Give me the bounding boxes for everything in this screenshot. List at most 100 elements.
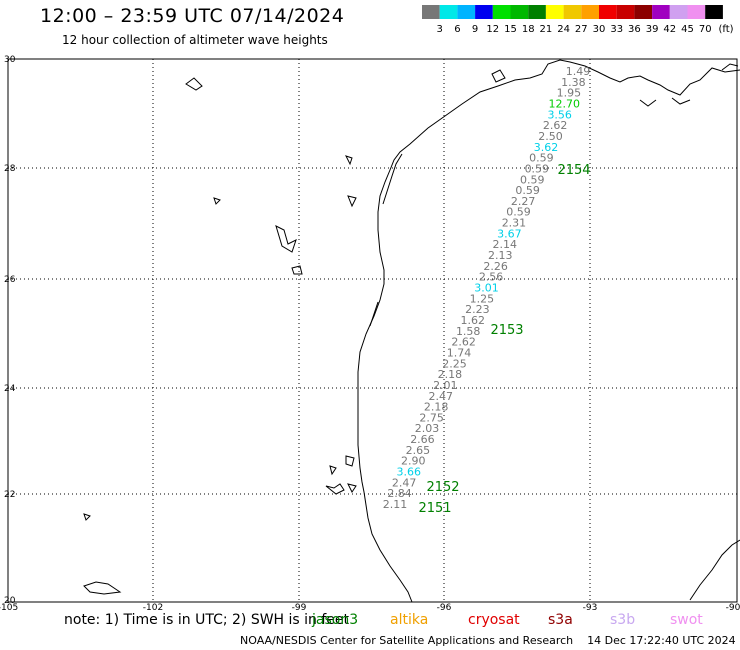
colorbar-swatch xyxy=(599,5,617,19)
latitude-label: 26 xyxy=(4,275,16,285)
satellite-legend-jason3: jason3 xyxy=(312,612,359,628)
colorbar-tick-label: 36 xyxy=(628,24,641,35)
colorbar-swatch xyxy=(439,5,458,19)
wave-height-label: 3.67 xyxy=(497,227,522,240)
wave-height-label: 2.31 xyxy=(502,217,527,230)
coastline xyxy=(357,59,740,603)
wave-height-label: 1.38 xyxy=(561,76,586,89)
pass-id-label: 2153 xyxy=(490,323,523,338)
wave-height-label: 2.18 xyxy=(438,368,463,381)
wave-height-label: 1.25 xyxy=(470,292,495,305)
longitude-label: -102 xyxy=(143,603,163,613)
wave-height-label: 2.66 xyxy=(410,433,435,446)
colorbar-tick-label: 18 xyxy=(522,24,535,35)
wave-height-label: 0.59 xyxy=(529,152,554,165)
colorbar-tick-label: 6 xyxy=(454,24,460,35)
footer-note: note: 1) Time is in UTC; 2) SWH is in fe… xyxy=(64,612,350,628)
wave-height-label: 2.47 xyxy=(392,476,417,489)
pass-id-label: 2154 xyxy=(557,163,590,178)
satellite-legend-swot: swot xyxy=(670,612,703,628)
longitude-label: -99 xyxy=(292,603,307,613)
colorbar-tick-label: 15 xyxy=(504,24,517,35)
colorbar-swatch xyxy=(422,5,440,19)
colorbar-swatch xyxy=(705,5,723,19)
colorbar-tick-label: 21 xyxy=(540,24,553,35)
wave-height-label: 2.23 xyxy=(465,303,490,316)
wave-height-label: 1.49 xyxy=(566,65,591,78)
wave-height-label: 2.75 xyxy=(419,411,444,424)
pass-id-label: 2151 xyxy=(418,501,451,516)
colorbar-swatch xyxy=(492,5,511,19)
wave-height-label: 1.62 xyxy=(461,314,486,327)
pass-id-label: 2152 xyxy=(426,480,459,495)
colorbar-tick-label: 70 xyxy=(699,24,712,35)
colorbar-tick-label: 30 xyxy=(593,24,606,35)
wave-height-label: 2.84 xyxy=(387,487,412,500)
wave-height-label: 2.26 xyxy=(483,260,508,273)
colorbar-tick-label: 45 xyxy=(681,24,694,35)
wave-height-label: 1.95 xyxy=(557,87,582,100)
colorbar-swatch xyxy=(581,5,599,19)
colorbar-swatch xyxy=(510,5,529,19)
wave-height-label: 3.62 xyxy=(534,141,559,154)
colorbar-swatch xyxy=(528,5,546,19)
wave-height-label: 3.56 xyxy=(547,108,572,121)
wave-height-label: 2.01 xyxy=(433,379,458,392)
colorbar-tick-label: 42 xyxy=(663,24,676,35)
longitude-label: -96 xyxy=(437,603,452,613)
latitude-label: 30 xyxy=(4,55,16,65)
wave-height-label: 0.59 xyxy=(520,173,545,186)
colorbar-legend: 3 6 9 12 15 18 21 24 27 30 33 36 39 42 45 70 (ft) xyxy=(422,5,734,35)
colorbar-tick-label: 27 xyxy=(575,24,588,35)
wave-height-label: 2.47 xyxy=(429,390,454,403)
longitude-labels: -105 -102 -99 -96 -93 -90 xyxy=(0,603,740,613)
colorbar-swatches xyxy=(422,5,723,19)
wave-height-label: 1.74 xyxy=(447,346,472,359)
colorbar-tick-label: 3 xyxy=(437,24,443,35)
wave-height-label: 2.13 xyxy=(488,249,513,262)
colorbar-swatch xyxy=(616,5,635,19)
wave-height-label: 2.18 xyxy=(424,401,449,414)
colorbar-swatch xyxy=(563,5,582,19)
footer-timestamp: 14 Dec 17:22:40 UTC 2024 xyxy=(587,634,736,647)
colorbar-swatch xyxy=(545,5,564,19)
colorbar-swatch xyxy=(634,5,653,19)
latitude-labels: 30 28 26 24 22 20 xyxy=(4,55,16,606)
wave-height-label: 2.62 xyxy=(543,119,568,132)
map-subtitle: 12 hour collection of altimeter wave hei… xyxy=(62,33,328,47)
wave-height-label: 2.25 xyxy=(442,357,467,370)
latitude-label: 24 xyxy=(4,384,16,394)
colorbar-tick-label: 9 xyxy=(472,24,478,35)
credit-text: NOAA/NESDIS Center for Satellite Applica… xyxy=(240,634,574,647)
wave-height-label: 2.56 xyxy=(479,271,504,284)
wave-height-label: 12.70 xyxy=(549,97,581,110)
colorbar-tick-label: 12 xyxy=(486,24,499,35)
colorbar-swatch xyxy=(475,5,493,19)
colorbar-swatch xyxy=(652,5,670,19)
satellite-legend-cryosat: cryosat xyxy=(468,612,520,628)
wave-height-label: 0.59 xyxy=(506,206,531,219)
colorbar-swatch xyxy=(669,5,688,19)
wave-height-label: 3.66 xyxy=(396,466,421,479)
wave-height-label: 1.58 xyxy=(456,325,481,338)
satellite-legend-altika: altika xyxy=(390,612,429,628)
colorbar-swatch xyxy=(457,5,476,19)
wave-height-label: 2.27 xyxy=(511,195,536,208)
inland-water-bodies xyxy=(83,77,357,595)
satellite-legend-s3b: s3b xyxy=(610,612,636,628)
map-title: 12:00 – 23:59 UTC 07/14/2024 xyxy=(40,5,345,27)
latitude-label: 20 xyxy=(4,596,16,606)
wave-height-label: 3.01 xyxy=(474,282,499,295)
wave-height-label: 2.65 xyxy=(406,444,431,457)
longitude-label: -90 xyxy=(726,603,740,613)
footer-credit: NOAA/NESDIS Center for Satellite Applica… xyxy=(240,634,736,647)
wave-height-label: 2.14 xyxy=(493,238,518,251)
longitude-label: -93 xyxy=(583,603,598,613)
satellite-legend-s3a: s3a xyxy=(548,612,573,628)
pass-labels: 2154 2153 2152 2151 xyxy=(418,163,590,516)
wave-height-label: 2.50 xyxy=(538,130,563,143)
colorbar-tick-label: 39 xyxy=(646,24,659,35)
latitude-label: 28 xyxy=(4,164,16,174)
wave-height-label: 2.90 xyxy=(401,455,426,468)
